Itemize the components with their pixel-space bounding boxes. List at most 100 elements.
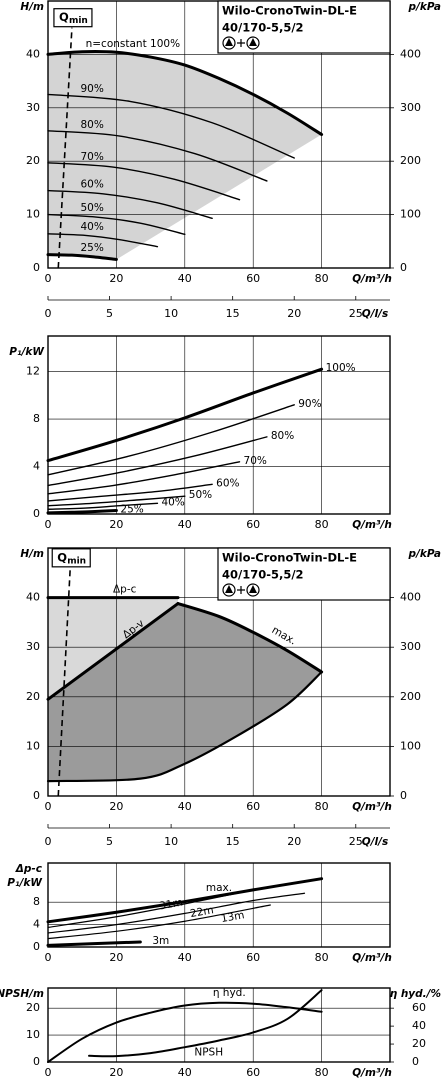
x2-tick-label: 20 bbox=[287, 307, 301, 320]
y-tick-label: 30 bbox=[26, 640, 40, 653]
curve-label: 90% bbox=[80, 83, 103, 95]
x-axis-title: Q/m³/h bbox=[352, 1067, 392, 1079]
y2-tick-label: 20 bbox=[412, 1037, 426, 1050]
subtitle: 40/170-5,5/2 bbox=[222, 568, 304, 582]
y-tick-label: 10 bbox=[26, 208, 40, 221]
qmin-label: Q bbox=[59, 10, 69, 24]
curve bbox=[47, 130, 268, 182]
pump-icon-arrow bbox=[225, 585, 233, 593]
x-tick-label: 20 bbox=[109, 272, 123, 285]
curve-label: η hyd. bbox=[213, 987, 246, 999]
x-tick-label: 20 bbox=[109, 518, 123, 531]
x2-tick-label: 0 bbox=[45, 835, 52, 848]
curve bbox=[47, 892, 306, 934]
y-axis-title: H/m bbox=[20, 1, 44, 13]
y-axis-title: NPSH/m bbox=[0, 988, 44, 1000]
x-tick-label: 80 bbox=[315, 1066, 329, 1079]
curve-label: 25% bbox=[80, 242, 103, 254]
x-tick-label: 40 bbox=[178, 1066, 192, 1079]
y2-tick-label: 100 bbox=[400, 739, 421, 752]
y-tick-label: 4 bbox=[33, 460, 40, 473]
x2-tick-label: 20 bbox=[287, 835, 301, 848]
x2-axis-title: Q/l/s bbox=[362, 836, 388, 848]
curve bbox=[176, 602, 324, 674]
y2-tick-label: 300 bbox=[400, 640, 421, 653]
title: Wilo-CronoTwin-DL-E bbox=[222, 551, 357, 565]
curve-label: 70% bbox=[244, 455, 267, 467]
y-axis-title: P₁/kW bbox=[7, 877, 42, 889]
x2-tick-label: 5 bbox=[106, 835, 113, 848]
x-axis-title: Q/m³/h bbox=[352, 273, 392, 285]
curve bbox=[47, 502, 159, 510]
curve-label: 40% bbox=[161, 496, 184, 508]
curve bbox=[46, 367, 324, 463]
qmin-sub: min bbox=[69, 16, 88, 26]
x-tick-label: 40 bbox=[178, 951, 192, 964]
curve bbox=[46, 602, 180, 701]
curve bbox=[47, 436, 268, 487]
x2-tick-label: 15 bbox=[226, 307, 240, 320]
x-tick-label: 80 bbox=[315, 800, 329, 813]
curve bbox=[88, 989, 323, 1058]
curve bbox=[47, 495, 186, 507]
curve-label: 50% bbox=[80, 202, 103, 214]
y-tick-label: 0 bbox=[33, 940, 40, 953]
x-tick-label: 60 bbox=[246, 272, 260, 285]
y-axis-title: H/m bbox=[20, 548, 44, 560]
curve bbox=[47, 189, 213, 220]
y-tick-label: 20 bbox=[26, 1001, 40, 1014]
y2-tick-label: 0 bbox=[412, 1055, 419, 1068]
curve-label: Δp-c bbox=[113, 584, 137, 596]
y-tick-label: 0 bbox=[33, 789, 40, 802]
curve bbox=[47, 483, 213, 502]
chart-panel: 0 4 8 12 0 20 40 60 80 100% 90% 80% 70% 60% 50% 40% 25% P… bbox=[9, 335, 392, 531]
curve-label: 13m bbox=[220, 909, 245, 925]
plot-frame bbox=[47, 987, 391, 1063]
x2-axis-title: Q/l/s bbox=[362, 308, 388, 320]
y2-tick-label: 200 bbox=[400, 690, 421, 703]
curve bbox=[47, 233, 159, 248]
curve bbox=[47, 93, 295, 159]
y-tick-label: 0 bbox=[33, 261, 40, 274]
y2-tick-label: 400 bbox=[400, 47, 421, 60]
x-tick-label: 0 bbox=[45, 951, 52, 964]
subtitle: 40/170-5,5/2 bbox=[222, 21, 304, 35]
plot-frame bbox=[47, 862, 391, 948]
x-tick-label: 60 bbox=[246, 518, 260, 531]
y2-tick-label: 300 bbox=[400, 101, 421, 114]
curve bbox=[46, 877, 324, 924]
x-tick-label: 0 bbox=[45, 1066, 52, 1079]
x-tick-label: 0 bbox=[45, 518, 52, 531]
x2-tick-label: 25 bbox=[349, 307, 363, 320]
curve bbox=[46, 940, 142, 947]
y-tick-label: 4 bbox=[33, 918, 40, 931]
y2-tick-label: 200 bbox=[400, 154, 421, 167]
curve-label: 50% bbox=[189, 489, 212, 501]
curve-label: 60% bbox=[216, 477, 239, 489]
curve-label: 3m bbox=[152, 935, 169, 947]
x2-tick-label: 15 bbox=[226, 835, 240, 848]
curve bbox=[47, 1001, 323, 1063]
curve bbox=[47, 904, 271, 940]
y-tick-label: 10 bbox=[26, 739, 40, 752]
y-tick-label: 10 bbox=[26, 1028, 40, 1041]
curve-label: n=constant 100% bbox=[86, 38, 180, 50]
x-tick-label: 60 bbox=[246, 800, 260, 813]
plus-sign bbox=[237, 39, 245, 47]
curve bbox=[47, 162, 241, 201]
y-axis-title: P₁/kW bbox=[9, 346, 44, 358]
curve bbox=[46, 670, 323, 783]
curve bbox=[47, 404, 295, 476]
x-axis-title: Q/m³/h bbox=[352, 519, 392, 531]
x-tick-label: 80 bbox=[315, 272, 329, 285]
curve-label: 25% bbox=[120, 503, 143, 515]
x-tick-label: 40 bbox=[178, 518, 192, 531]
qmin-line bbox=[57, 567, 72, 797]
curve-label: 22m bbox=[189, 904, 214, 920]
plus-sign bbox=[237, 586, 245, 594]
curve-label: NPSH bbox=[194, 1046, 223, 1058]
curve-label: 100% bbox=[326, 362, 356, 374]
x-axis-title: Q/m³/h bbox=[352, 952, 392, 964]
